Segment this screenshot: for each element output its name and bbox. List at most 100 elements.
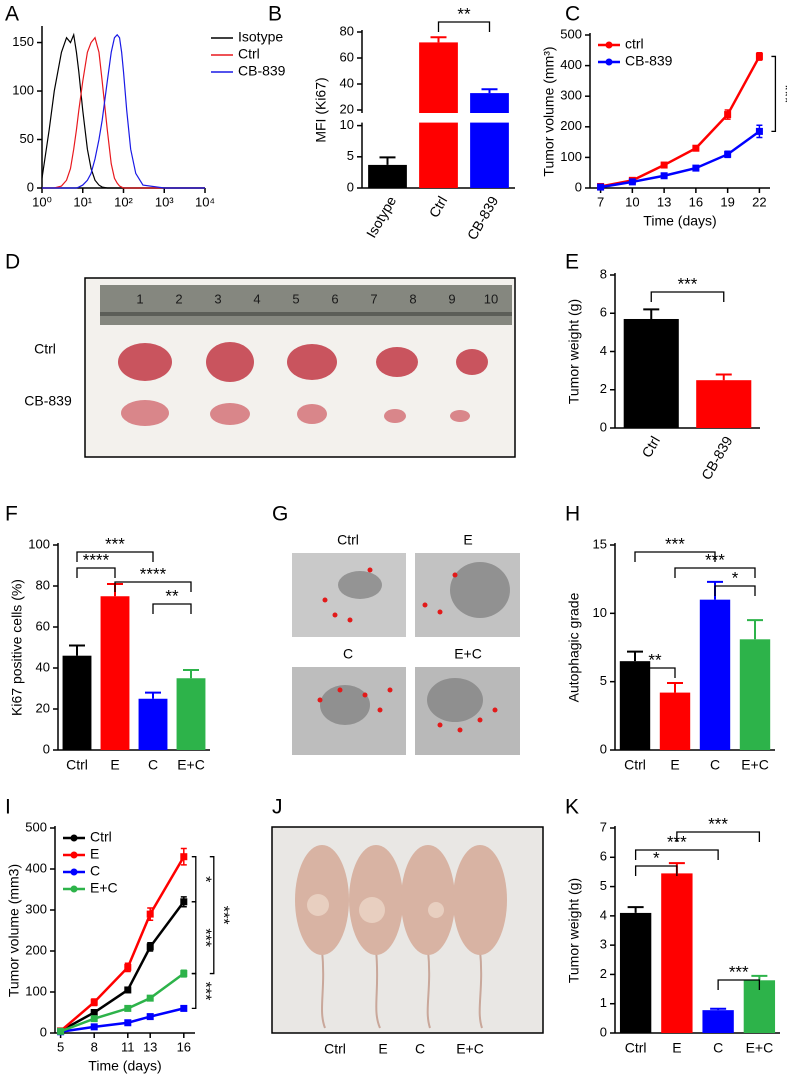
- y-tick-label: 500: [560, 26, 582, 41]
- ruler-number: 7: [370, 291, 377, 306]
- y-tick-label: 15: [593, 536, 607, 551]
- series-line: [41, 32, 205, 189]
- y-tick-label: 100: [12, 82, 34, 97]
- em-images: [292, 553, 520, 755]
- y-tick-label: 100: [25, 983, 47, 998]
- error-bar: [183, 669, 199, 679]
- significance-bracket: [191, 856, 197, 903]
- significance-label: ***: [105, 534, 125, 553]
- data-point: [724, 111, 732, 119]
- series-line: [600, 55, 761, 188]
- significance-label: *: [732, 568, 739, 587]
- significance-bracket: [674, 567, 756, 578]
- error-bar: [643, 308, 660, 319]
- bar: [739, 639, 771, 750]
- bar: [470, 93, 509, 188]
- x-tick-label: 7: [597, 194, 604, 209]
- bar: [619, 912, 652, 1033]
- series-line: [59, 901, 185, 1033]
- y-tick-label: 0: [600, 419, 607, 434]
- x-tick-label: 8: [91, 1039, 98, 1054]
- data-point: [724, 150, 732, 158]
- data-point: [146, 910, 154, 918]
- error-bar: [667, 682, 683, 693]
- y-tick-label: 7: [600, 819, 607, 834]
- data-point: [597, 183, 605, 191]
- x-tick-label: Isotype: [363, 193, 400, 240]
- x-tick-label: E: [672, 1040, 681, 1056]
- significance-label: ***: [215, 906, 232, 925]
- x-tick-label: 16: [177, 1039, 191, 1054]
- error-bar: [481, 88, 498, 94]
- ruler-number: 8: [409, 291, 416, 306]
- data-point: [180, 898, 188, 906]
- x-tick-label: E: [670, 757, 679, 773]
- data-point: [660, 161, 668, 169]
- legend-label: C: [90, 863, 100, 879]
- x-axis-label: Time (days): [643, 213, 716, 229]
- significance-label: **: [165, 586, 179, 605]
- x-tick-label: 13: [143, 1039, 157, 1054]
- bar: [623, 318, 679, 428]
- x-tick-label: E: [110, 757, 119, 773]
- significance-bracket: [209, 856, 215, 975]
- y-axis-label: Autophagic grade: [566, 592, 582, 702]
- data-point: [755, 52, 763, 60]
- significance-label: ***: [197, 982, 214, 1001]
- photo-label: Ctrl: [324, 1041, 346, 1057]
- x-tick-label: Ctrl: [426, 193, 451, 220]
- significance-bracket: [152, 603, 192, 614]
- mice-photo: [271, 826, 544, 1034]
- ruler-number: 4: [253, 291, 260, 306]
- x-tick-label: 19: [720, 194, 734, 209]
- y-tick-label: 5: [600, 673, 607, 688]
- significance-label: ***: [665, 534, 685, 553]
- significance-bracket: [634, 865, 678, 876]
- y-axis-label: Tumor weight (g): [566, 878, 582, 983]
- y-axis-label: MFI (Ki67): [313, 77, 329, 142]
- axis-break: [354, 113, 517, 123]
- panel-letter: E: [565, 251, 579, 274]
- legend-label: ctrl: [625, 36, 644, 52]
- photo-label: Ctrl: [337, 532, 359, 548]
- legend-label: E: [90, 846, 99, 862]
- photo-label: E: [378, 1041, 387, 1057]
- y-tick-label: 4: [600, 907, 607, 922]
- significance-bracket: [114, 581, 192, 592]
- legend-label: CB-839: [625, 53, 673, 69]
- series-line: [600, 130, 761, 189]
- data-point: [124, 986, 132, 994]
- significance-label: *: [653, 848, 660, 867]
- x-tick-label: Ctrl: [66, 757, 88, 773]
- legend-marker: [605, 58, 613, 66]
- y-tick-label: 400: [560, 57, 582, 72]
- x-tick-label: Ctrl: [638, 433, 663, 460]
- y-tick-label: 40: [36, 659, 50, 674]
- panel-letter: I: [5, 796, 11, 819]
- ruler-number: 2: [175, 291, 182, 306]
- x-tick-label: 10³: [155, 194, 174, 209]
- error-bar: [627, 650, 643, 662]
- x-tick-label: 16: [689, 194, 703, 209]
- data-point: [90, 1015, 98, 1023]
- y-tick-label: 20: [36, 700, 50, 715]
- significance-label: ***: [678, 274, 698, 293]
- y-tick-label: 300: [560, 88, 582, 103]
- significance-label: **: [457, 4, 471, 23]
- x-tick-label: C: [713, 1040, 723, 1056]
- series-line: [59, 856, 185, 1032]
- photo-label: E: [463, 532, 472, 548]
- significance-bracket: [76, 551, 154, 562]
- x-tick-label: 10: [625, 194, 639, 209]
- significance-label: ***: [708, 814, 728, 833]
- y-tick-label: 50: [20, 131, 34, 146]
- legend-marker: [70, 868, 78, 876]
- significance-bracket: [771, 55, 777, 133]
- data-point: [660, 172, 668, 180]
- y-tick-label: 150: [12, 34, 34, 49]
- bar: [659, 692, 691, 750]
- ruler-number: 6: [331, 291, 338, 306]
- data-point: [755, 127, 763, 135]
- bar: [661, 873, 693, 1033]
